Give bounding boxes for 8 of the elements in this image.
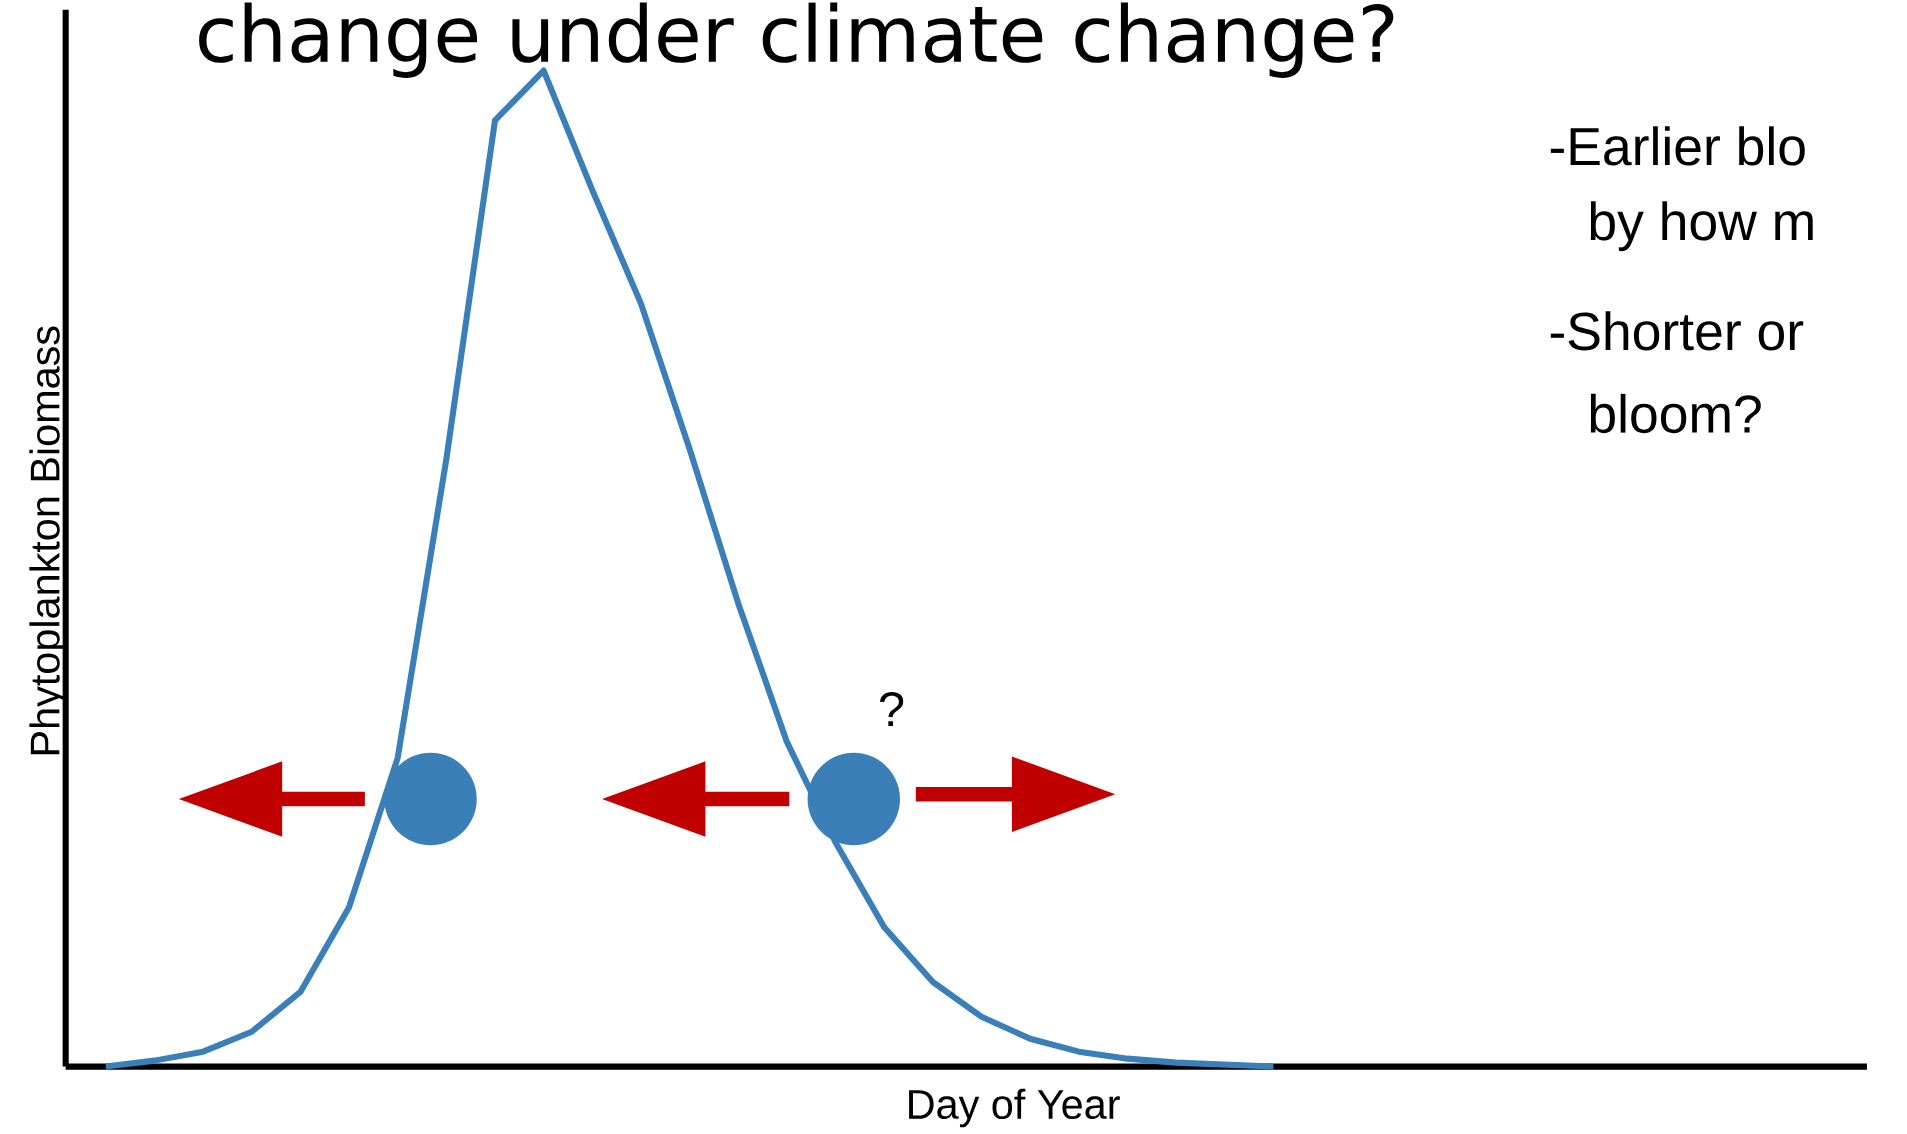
annotation: -Shorter or [1550, 311, 1804, 351]
x-axis-title: Day of Year [909, 1088, 1120, 1128]
annotation: -Earlier blo [1550, 126, 1805, 166]
annotation: bloom? [1590, 394, 1761, 434]
annotation: by how m [1590, 201, 1813, 252]
chart-title: change under climate change? [199, 2, 1394, 79]
annotation: ? [879, 692, 904, 727]
y-axis-title: Phytoplankton Biomass [29, 326, 68, 755]
